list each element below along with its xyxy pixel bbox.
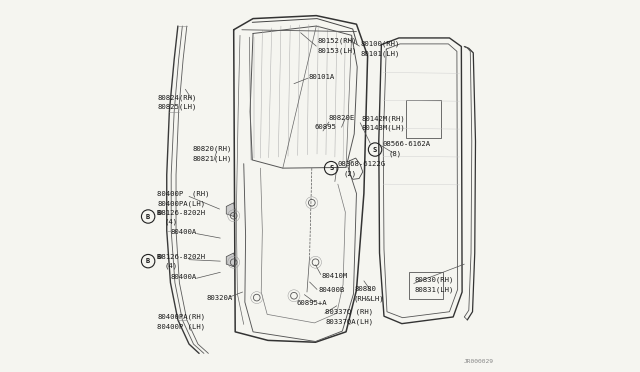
Text: 08566-6162A: 08566-6162A (383, 141, 431, 147)
Polygon shape (227, 203, 235, 217)
Text: 80101(LH): 80101(LH) (360, 50, 399, 57)
Text: 80400PA(RH): 80400PA(RH) (157, 314, 205, 320)
Text: 80152(RH): 80152(RH) (317, 38, 356, 44)
Text: (4): (4) (164, 218, 178, 225)
Text: (2): (2) (343, 170, 356, 177)
Text: JR000029: JR000029 (464, 359, 494, 364)
Text: B: B (146, 214, 150, 219)
Text: 80880: 80880 (355, 286, 377, 292)
Text: 80153(LH): 80153(LH) (317, 47, 356, 54)
Text: 80820E: 80820E (329, 115, 355, 121)
Text: (4): (4) (164, 263, 178, 269)
Text: 80410M: 80410M (322, 273, 348, 279)
Text: (8): (8) (389, 150, 402, 157)
Text: 08126-8202H: 08126-8202H (157, 210, 205, 216)
Text: 80100(RH): 80100(RH) (360, 41, 399, 47)
Text: 60895+A: 60895+A (297, 300, 328, 306)
Text: 80320A: 80320A (207, 295, 233, 301)
Text: B: B (157, 210, 161, 216)
Text: 80400B: 80400B (318, 287, 344, 293)
Text: 80825(LH): 80825(LH) (157, 104, 196, 110)
Text: 80400P (LH): 80400P (LH) (157, 323, 205, 330)
Text: 80143M(LH): 80143M(LH) (362, 125, 405, 131)
Text: 80400P  (RH): 80400P (RH) (157, 191, 209, 198)
Text: S: S (373, 147, 377, 153)
Text: 60895: 60895 (315, 124, 337, 130)
Text: 80820(RH): 80820(RH) (193, 145, 232, 152)
Text: 80831(LH): 80831(LH) (415, 286, 454, 293)
Text: 80101A: 80101A (309, 74, 335, 80)
Text: 80400A: 80400A (170, 230, 196, 235)
Text: (RH&LH): (RH&LH) (353, 296, 384, 302)
Text: 80830(RH): 80830(RH) (415, 276, 454, 283)
Text: S: S (329, 165, 333, 171)
Text: 80337Q (RH): 80337Q (RH) (325, 308, 373, 315)
Text: B: B (146, 258, 150, 264)
Text: 80824(RH): 80824(RH) (157, 94, 196, 101)
Polygon shape (227, 253, 235, 267)
Text: 80821(LH): 80821(LH) (193, 155, 232, 162)
Text: B: B (157, 254, 161, 260)
Text: 80400PA(LH): 80400PA(LH) (157, 201, 205, 207)
Text: 80400A: 80400A (170, 274, 196, 280)
Text: 08368-6122G: 08368-6122G (338, 161, 386, 167)
Text: 08126-8202H: 08126-8202H (157, 254, 205, 260)
Text: 80337QA(LH): 80337QA(LH) (325, 318, 373, 325)
Text: 80142M(RH): 80142M(RH) (362, 115, 405, 122)
